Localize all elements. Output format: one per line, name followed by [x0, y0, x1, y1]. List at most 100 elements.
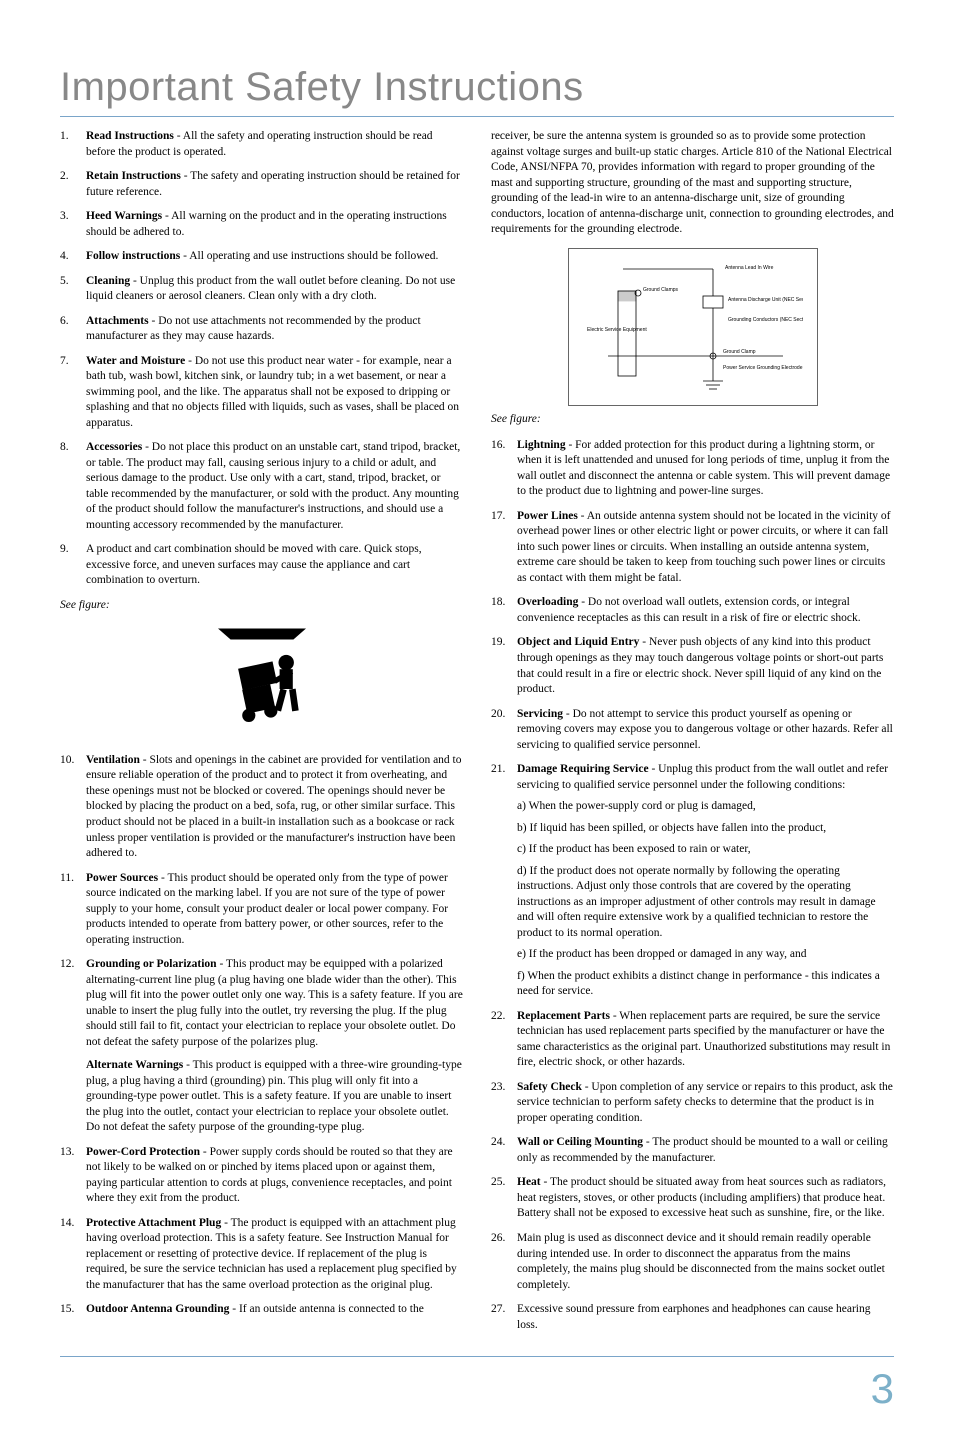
instruction-item: 24. Wall or Ceiling Mounting - The produc… [491, 1135, 894, 1166]
item-body: Grounding or Polarization - This product… [86, 958, 463, 1048]
instruction-item: 18.Overloading - Do not overload wall ou… [491, 595, 894, 626]
alternate-title: Alternate Warnings [86, 1059, 183, 1071]
item-number: 18. [491, 595, 505, 611]
page-number: 3 [60, 1361, 894, 1418]
item-number: 11. [60, 871, 74, 887]
item-title: Safety Check [517, 1081, 582, 1093]
instruction-list-left-2: 10. Ventilation - Slots and openings in t… [60, 753, 463, 1318]
item-body: Power Sources - This product should be o… [86, 872, 448, 946]
item-number: 1. [60, 129, 69, 145]
item-number: 22. [491, 1009, 505, 1025]
item-title: Ventilation [86, 754, 140, 766]
item-number: 26. [491, 1231, 505, 1247]
instruction-item: 6. Attachments - Do not use attachments n… [60, 314, 463, 345]
item-body: Heed Warnings - All warning on the produ… [86, 210, 447, 238]
svg-text:Ground Clamps: Ground Clamps [643, 287, 679, 293]
item-number: 13. [60, 1145, 74, 1161]
instruction-item: 9.A product and cart combination should … [60, 542, 463, 589]
item-title: Heed Warnings [86, 210, 162, 222]
sub-condition-item: d) If the product does not operate norma… [517, 864, 894, 942]
item-title: Lightning [517, 439, 566, 451]
item-title: Read Instructions [86, 130, 174, 142]
item-number: 10. [60, 753, 74, 769]
right-column: receiver, be sure the antenna system is … [491, 129, 894, 1342]
item-number: 2. [60, 169, 69, 185]
page-title: Important Safety Instructions [60, 60, 894, 117]
item-number: 12. [60, 957, 74, 973]
instruction-item: 16.Lightning - For added protection for … [491, 438, 894, 500]
sub-condition-item: c) If the product has been exposed to ra… [517, 842, 894, 858]
instruction-item: 7.Water and Moisture - Do not use this p… [60, 354, 463, 432]
item-body: Ventilation - Slots and openings in the … [86, 754, 462, 859]
instruction-item: 5.Cleaning - Unplug this product from th… [60, 274, 463, 305]
item-title: Power-Cord Protection [86, 1146, 200, 1158]
sub-conditions: a) When the power-supply cord or plug is… [517, 799, 894, 1000]
item-number: 4. [60, 249, 69, 265]
item-number: 24. [491, 1135, 505, 1151]
item-number: 23. [491, 1080, 505, 1096]
svg-text:Power Service Grounding Electr: Power Service Grounding Electrode System… [723, 365, 803, 371]
instruction-item: 4.Follow instructions - All operating an… [60, 249, 463, 265]
svg-text:Ground Clamp: Ground Clamp [723, 349, 756, 355]
svg-text:Electric Service Equipment: Electric Service Equipment [587, 327, 647, 333]
item-body: Object and Liquid Entry - Never push obj… [517, 636, 883, 695]
cart-tip-figure [60, 623, 463, 739]
item-number: 25. [491, 1175, 505, 1191]
instruction-list-right: 16.Lightning - For added protection for … [491, 438, 894, 1333]
item-body: Damage Requiring Service - Unplug this p… [517, 763, 888, 791]
item-body: A product and cart combination should be… [86, 543, 422, 586]
item-body: Attachments - Do not use attachments not… [86, 315, 421, 343]
instruction-item: 15. Outdoor Antenna Grounding - If an out… [60, 1302, 463, 1318]
item-number: 6. [60, 314, 69, 330]
instruction-item: 19. Object and Liquid Entry - Never push … [491, 635, 894, 697]
item-title: Power Lines [517, 510, 578, 522]
item-title: Servicing [517, 708, 563, 720]
item-body: Protective Attachment Plug - The product… [86, 1217, 457, 1291]
item-body: Read Instructions - All the safety and o… [86, 130, 433, 158]
instruction-item: 1. Read Instructions - All the safety and… [60, 129, 463, 160]
sub-condition-item: f) When the product exhibits a distinct … [517, 969, 894, 1000]
item-title: Heat [517, 1176, 541, 1188]
item-15-continuation: receiver, be sure the antenna system is … [491, 129, 894, 238]
item-number: 8. [60, 440, 69, 456]
item-title: Overloading [517, 596, 578, 608]
item-body: Wall or Ceiling Mounting - The product s… [517, 1136, 888, 1164]
item-title: Outdoor Antenna Grounding [86, 1303, 229, 1315]
instruction-item: 26. Main plug is used as disconnect devic… [491, 1231, 894, 1293]
sub-condition-item: b) If liquid has been spilled, or object… [517, 821, 894, 837]
item-body: Power-Cord Protection - Power supply cor… [86, 1146, 453, 1205]
left-column: 1. Read Instructions - All the safety and… [60, 129, 463, 1342]
item-number: 15. [60, 1302, 74, 1318]
item-body: Retain Instructions - The safety and ope… [86, 170, 460, 198]
item-number: 20. [491, 707, 505, 723]
item-body: Excessive sound pressure from earphones … [517, 1303, 871, 1331]
item-number: 21. [491, 762, 505, 778]
item-number: 19. [491, 635, 505, 651]
instruction-item: 27. Excessive sound pressure from earphon… [491, 1302, 894, 1333]
item-title: Grounding or Polarization [86, 958, 217, 970]
instruction-item: 23.Safety Check - Upon completion of any… [491, 1080, 894, 1127]
instruction-item: 14.Protective Attachment Plug - The prod… [60, 1216, 463, 1294]
item-number: 27. [491, 1302, 505, 1318]
item-title: Retain Instructions [86, 170, 181, 182]
svg-text:Grounding Conductors (NEC Sect: Grounding Conductors (NEC Section 810-21… [728, 317, 803, 323]
item-title: Water and Moisture [86, 355, 185, 367]
item-body: Lightning - For added protection for thi… [517, 439, 890, 498]
item-body: Power Lines - An outside antenna system … [517, 510, 890, 584]
sub-condition-item: e) If the product has been dropped or da… [517, 947, 894, 963]
instruction-item: 8.Accessories - Do not place this produc… [60, 440, 463, 533]
instruction-item: 10. Ventilation - Slots and openings in t… [60, 753, 463, 862]
item-body: Replacement Parts - When replacement par… [517, 1010, 890, 1069]
item-title: Follow instructions [86, 250, 180, 262]
item-body: Main plug is used as disconnect device a… [517, 1232, 885, 1291]
instruction-item: 17. Power Lines - An outside antenna syst… [491, 509, 894, 587]
item-title: Protective Attachment Plug [86, 1217, 221, 1229]
item-number: 17. [491, 509, 505, 525]
item-title: Accessories [86, 441, 142, 453]
instruction-item: 21. Damage Requiring Service - Unplug thi… [491, 762, 894, 1000]
instruction-item: 22. Replacement Parts - When replacement … [491, 1009, 894, 1071]
item-body: Outdoor Antenna Grounding - If an outsid… [86, 1303, 424, 1315]
see-figure-right: See figure: [491, 412, 894, 428]
item-number: 7. [60, 354, 69, 370]
see-figure-left: See figure: [60, 598, 463, 614]
